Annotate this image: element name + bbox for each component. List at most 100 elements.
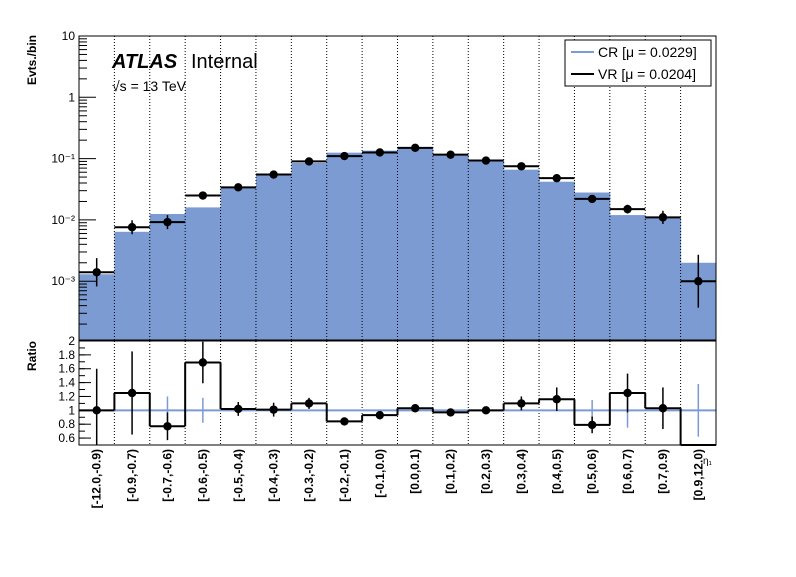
vr-point <box>446 150 455 159</box>
main-axes: 10 1 10⁻¹ 10⁻² 10⁻³ <box>51 29 717 341</box>
legend: CR [μ = 0.0229] VR [μ = 0.0204] <box>564 39 712 87</box>
legend-box <box>564 39 712 87</box>
x-tick-label: [0.7,0.9) <box>656 449 670 494</box>
ratio-point <box>517 399 526 408</box>
energy-label: √s = 13 TeV <box>112 78 187 94</box>
ratio-point <box>92 406 101 415</box>
vr-point <box>198 191 208 200</box>
vr-point <box>234 183 243 192</box>
ratio-point <box>446 408 455 417</box>
vr-histogram <box>79 143 716 308</box>
ratio-frame <box>78 340 717 446</box>
ratio-point <box>410 404 420 413</box>
ratio-y-tick-label: 1.4 <box>58 376 75 390</box>
atlas-label: ATLAS <box>111 51 178 73</box>
legend-vr-label: VR [μ = 0.0204] <box>598 66 696 82</box>
x-tick-label: [-0.5,-0.4) <box>231 449 245 502</box>
ratio-panel: 21.81.61.41.210.80.6 <box>58 334 717 446</box>
y-axis-label: Evts./bin <box>25 35 39 85</box>
x-tick-label: [-0.6,-0.5) <box>196 449 210 502</box>
cr-bar <box>397 148 434 340</box>
vr-point <box>269 170 278 179</box>
cr-bar <box>574 192 611 340</box>
vr-point <box>127 223 137 232</box>
ratio-y-tick-label: 1.6 <box>58 362 75 376</box>
cr-bar <box>185 207 222 340</box>
y-tick-label: 1 <box>68 90 75 104</box>
vr-point <box>410 143 420 153</box>
vr-point <box>92 268 101 277</box>
vr-point <box>481 156 491 165</box>
x-tick-label: [0.0,0.1) <box>408 449 422 494</box>
x-tick-label: [-12.0,-0.9) <box>90 449 104 508</box>
legend-cr-label: CR [μ = 0.0229] <box>598 44 697 60</box>
cr-bar <box>220 187 257 340</box>
ratio-y-tick-label: 1 <box>68 403 75 417</box>
cr-bar <box>114 231 151 340</box>
x-tick-label: [0.4,0.5) <box>550 449 564 494</box>
cr-histogram-fill <box>79 148 717 340</box>
x-tick-labels: [-12.0,-0.9) [-0.9,-0.7) [-0.7,-0.6) [-0.6,… <box>90 449 706 508</box>
y-tick-label: 10⁻¹ <box>51 152 75 166</box>
y-tick-label: 10⁻² <box>51 213 75 227</box>
x-tick-label: [0.3,0.4) <box>514 449 528 494</box>
ratio-point <box>198 358 208 367</box>
ratio-point <box>304 399 314 408</box>
vr-point <box>552 173 561 183</box>
x-tick-label: [-0.4,-0.3) <box>267 449 281 502</box>
cr-bar <box>503 169 540 340</box>
vr-point <box>517 162 526 171</box>
cr-bar <box>645 217 682 340</box>
cr-bar <box>432 154 469 340</box>
x-tick-label: [0.2,0.3) <box>479 449 493 494</box>
ratio-y-tick-label: 0.6 <box>58 431 75 445</box>
vr-point <box>587 194 597 204</box>
ratio-point <box>623 388 632 398</box>
ratio-y-tick-label: 1.2 <box>58 389 75 403</box>
cr-bar <box>362 150 398 340</box>
ratio-point <box>340 417 349 426</box>
cr-bar <box>468 160 505 340</box>
ratio-point <box>127 388 137 398</box>
x-tick-label: [-0.1,0.0) <box>373 449 387 498</box>
ratio-point <box>552 395 561 404</box>
x-tick-label: [0.5,0.6) <box>585 449 599 494</box>
ratio-point <box>234 404 243 414</box>
cr-bar <box>609 215 646 340</box>
ratio-y-axis-label: Ratio <box>25 341 39 371</box>
vr-point <box>304 157 314 166</box>
x-tick-label: [-0.9,-0.7) <box>125 449 139 502</box>
cr-bar <box>291 162 328 340</box>
cr-bar <box>149 213 186 340</box>
vr-point <box>375 148 385 157</box>
main-frame <box>78 35 717 341</box>
vr-point <box>163 217 172 227</box>
ratio-point <box>269 405 278 414</box>
x-tick-label: [0.6,0.7) <box>621 449 635 494</box>
cr-bar <box>255 174 292 340</box>
ratio-point <box>481 406 491 415</box>
x-tick-label: [0.9,12.0) <box>691 449 705 500</box>
y-tick-label: 10⁻³ <box>51 274 75 288</box>
vr-point <box>623 204 632 214</box>
x-tick-label: [0.1,0.2) <box>444 449 458 494</box>
y-tick-label: 10 <box>62 29 76 43</box>
ratio-y-tick-label: 0.8 <box>58 417 75 431</box>
ratio-y-tick-label: 1.8 <box>58 348 75 362</box>
atlas-internal-label: Internal <box>191 51 258 73</box>
ratio-point <box>163 422 172 431</box>
x-axis-label: η₁ <box>703 456 713 467</box>
ratio-point <box>587 420 597 430</box>
ratio-y-tick-label: 2 <box>68 334 75 348</box>
chart-text-labels: Evts./bin Ratio ATLAS Internal √s = 13 T… <box>25 35 713 467</box>
vr-point <box>658 213 668 222</box>
cr-bar <box>326 152 363 340</box>
vr-point <box>340 151 349 161</box>
vr-point <box>694 277 703 286</box>
x-tick-label: [-0.7,-0.6) <box>160 449 174 502</box>
ratio-point <box>658 404 668 413</box>
x-tick-label: [-0.3,-0.2) <box>302 449 316 502</box>
cr-bar <box>539 181 575 340</box>
